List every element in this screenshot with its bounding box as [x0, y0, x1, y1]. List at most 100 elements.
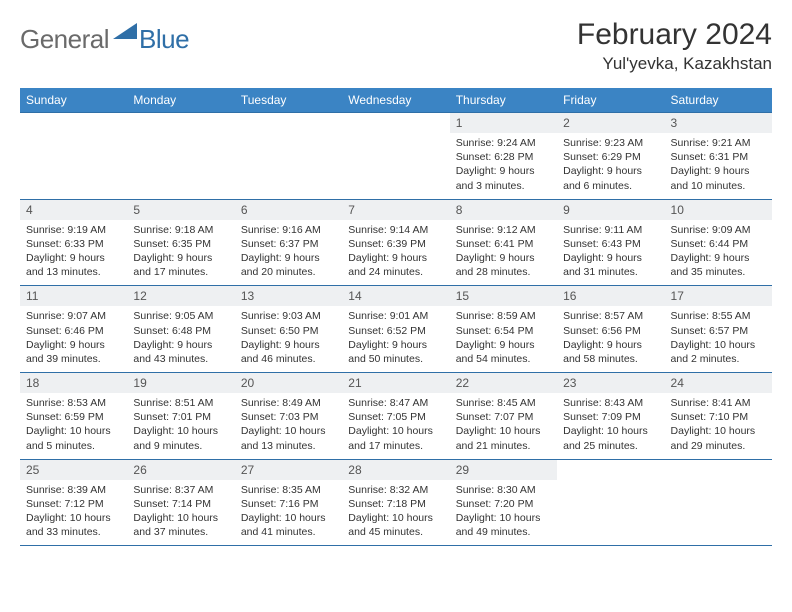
day-content-cell: Sunrise: 9:09 AMSunset: 6:44 PMDaylight:…	[665, 220, 772, 286]
daylight-text: Daylight: 10 hours and 2 minutes.	[671, 338, 766, 366]
day-number-cell: 12	[127, 286, 234, 307]
sunset-text: Sunset: 6:28 PM	[456, 150, 551, 164]
sunset-text: Sunset: 6:52 PM	[348, 324, 443, 338]
day-content-cell: Sunrise: 8:35 AMSunset: 7:16 PMDaylight:…	[235, 480, 342, 546]
sunrise-text: Sunrise: 9:05 AM	[133, 309, 228, 323]
sunset-text: Sunset: 7:16 PM	[241, 497, 336, 511]
day-header: Thursday	[450, 88, 557, 113]
sunrise-text: Sunrise: 8:49 AM	[241, 396, 336, 410]
daylight-text: Daylight: 9 hours and 6 minutes.	[563, 164, 658, 192]
day-number-cell: 24	[665, 373, 772, 394]
day-content-cell: Sunrise: 8:51 AMSunset: 7:01 PMDaylight:…	[127, 393, 234, 459]
day-content-cell: Sunrise: 9:07 AMSunset: 6:46 PMDaylight:…	[20, 306, 127, 372]
daylight-text: Daylight: 9 hours and 43 minutes.	[133, 338, 228, 366]
day-number-cell: 16	[557, 286, 664, 307]
month-title: February 2024	[577, 18, 772, 52]
daylight-text: Daylight: 9 hours and 58 minutes.	[563, 338, 658, 366]
day-content-cell	[20, 133, 127, 199]
day-content-cell: Sunrise: 9:11 AMSunset: 6:43 PMDaylight:…	[557, 220, 664, 286]
page-header: General Blue February 2024 Yul'yevka, Ka…	[20, 18, 772, 74]
day-content-cell: Sunrise: 8:30 AMSunset: 7:20 PMDaylight:…	[450, 480, 557, 546]
day-number-cell: 8	[450, 199, 557, 220]
sunset-text: Sunset: 6:41 PM	[456, 237, 551, 251]
sunset-text: Sunset: 7:03 PM	[241, 410, 336, 424]
day-number-cell: 20	[235, 373, 342, 394]
day-number-cell	[20, 113, 127, 134]
daylight-text: Daylight: 10 hours and 37 minutes.	[133, 511, 228, 539]
daylight-text: Daylight: 9 hours and 35 minutes.	[671, 251, 766, 279]
daylight-text: Daylight: 9 hours and 10 minutes.	[671, 164, 766, 192]
daylight-text: Daylight: 9 hours and 17 minutes.	[133, 251, 228, 279]
day-number-cell: 18	[20, 373, 127, 394]
logo-text-blue: Blue	[139, 24, 189, 55]
day-number-cell: 9	[557, 199, 664, 220]
daylight-text: Daylight: 10 hours and 21 minutes.	[456, 424, 551, 452]
daylight-text: Daylight: 9 hours and 28 minutes.	[456, 251, 551, 279]
day-number-cell	[127, 113, 234, 134]
sunset-text: Sunset: 6:57 PM	[671, 324, 766, 338]
sunset-text: Sunset: 6:59 PM	[26, 410, 121, 424]
day-number-cell: 4	[20, 199, 127, 220]
day-content-cell: Sunrise: 8:57 AMSunset: 6:56 PMDaylight:…	[557, 306, 664, 372]
day-number-cell: 23	[557, 373, 664, 394]
sunset-text: Sunset: 6:43 PM	[563, 237, 658, 251]
sunrise-text: Sunrise: 8:51 AM	[133, 396, 228, 410]
day-content-cell: Sunrise: 8:37 AMSunset: 7:14 PMDaylight:…	[127, 480, 234, 546]
sunset-text: Sunset: 7:05 PM	[348, 410, 443, 424]
day-header: Tuesday	[235, 88, 342, 113]
week-daynum-row: 123	[20, 113, 772, 134]
day-content-cell: Sunrise: 8:59 AMSunset: 6:54 PMDaylight:…	[450, 306, 557, 372]
daylight-text: Daylight: 10 hours and 33 minutes.	[26, 511, 121, 539]
day-content-cell: Sunrise: 8:32 AMSunset: 7:18 PMDaylight:…	[342, 480, 449, 546]
day-number-cell: 21	[342, 373, 449, 394]
day-number-cell: 10	[665, 199, 772, 220]
daylight-text: Daylight: 10 hours and 45 minutes.	[348, 511, 443, 539]
day-content-cell: Sunrise: 9:19 AMSunset: 6:33 PMDaylight:…	[20, 220, 127, 286]
day-number-cell: 26	[127, 459, 234, 480]
day-header: Friday	[557, 88, 664, 113]
logo-triangle-icon	[113, 21, 137, 46]
day-number-cell: 29	[450, 459, 557, 480]
sunset-text: Sunset: 6:44 PM	[671, 237, 766, 251]
sunrise-text: Sunrise: 8:35 AM	[241, 483, 336, 497]
daylight-text: Daylight: 9 hours and 13 minutes.	[26, 251, 121, 279]
day-number-cell: 3	[665, 113, 772, 134]
sunrise-text: Sunrise: 9:19 AM	[26, 223, 121, 237]
day-content-cell: Sunrise: 9:24 AMSunset: 6:28 PMDaylight:…	[450, 133, 557, 199]
day-number-cell: 2	[557, 113, 664, 134]
day-content-cell: Sunrise: 8:41 AMSunset: 7:10 PMDaylight:…	[665, 393, 772, 459]
day-content-cell: Sunrise: 9:16 AMSunset: 6:37 PMDaylight:…	[235, 220, 342, 286]
sunrise-text: Sunrise: 8:53 AM	[26, 396, 121, 410]
sunset-text: Sunset: 7:09 PM	[563, 410, 658, 424]
day-content-cell: Sunrise: 8:55 AMSunset: 6:57 PMDaylight:…	[665, 306, 772, 372]
sunrise-text: Sunrise: 8:59 AM	[456, 309, 551, 323]
day-number-cell: 7	[342, 199, 449, 220]
week-content-row: Sunrise: 8:39 AMSunset: 7:12 PMDaylight:…	[20, 480, 772, 546]
sunset-text: Sunset: 7:07 PM	[456, 410, 551, 424]
daylight-text: Daylight: 10 hours and 13 minutes.	[241, 424, 336, 452]
week-daynum-row: 11121314151617	[20, 286, 772, 307]
sunrise-text: Sunrise: 8:30 AM	[456, 483, 551, 497]
sunset-text: Sunset: 7:20 PM	[456, 497, 551, 511]
sunrise-text: Sunrise: 8:37 AM	[133, 483, 228, 497]
week-content-row: Sunrise: 9:24 AMSunset: 6:28 PMDaylight:…	[20, 133, 772, 199]
day-content-cell: Sunrise: 8:53 AMSunset: 6:59 PMDaylight:…	[20, 393, 127, 459]
day-content-cell: Sunrise: 8:45 AMSunset: 7:07 PMDaylight:…	[450, 393, 557, 459]
day-number-cell: 14	[342, 286, 449, 307]
sunset-text: Sunset: 7:01 PM	[133, 410, 228, 424]
day-content-cell: Sunrise: 8:39 AMSunset: 7:12 PMDaylight:…	[20, 480, 127, 546]
calendar-body: 123Sunrise: 9:24 AMSunset: 6:28 PMDaylig…	[20, 113, 772, 546]
day-content-cell: Sunrise: 9:23 AMSunset: 6:29 PMDaylight:…	[557, 133, 664, 199]
day-content-cell	[127, 133, 234, 199]
sunset-text: Sunset: 6:50 PM	[241, 324, 336, 338]
day-number-cell: 28	[342, 459, 449, 480]
logo: General Blue	[20, 18, 189, 55]
calendar-table: Sunday Monday Tuesday Wednesday Thursday…	[20, 88, 772, 546]
sunrise-text: Sunrise: 9:18 AM	[133, 223, 228, 237]
sunrise-text: Sunrise: 9:23 AM	[563, 136, 658, 150]
day-content-cell: Sunrise: 9:18 AMSunset: 6:35 PMDaylight:…	[127, 220, 234, 286]
daylight-text: Daylight: 10 hours and 29 minutes.	[671, 424, 766, 452]
daylight-text: Daylight: 9 hours and 54 minutes.	[456, 338, 551, 366]
day-content-cell: Sunrise: 8:43 AMSunset: 7:09 PMDaylight:…	[557, 393, 664, 459]
sunset-text: Sunset: 6:29 PM	[563, 150, 658, 164]
